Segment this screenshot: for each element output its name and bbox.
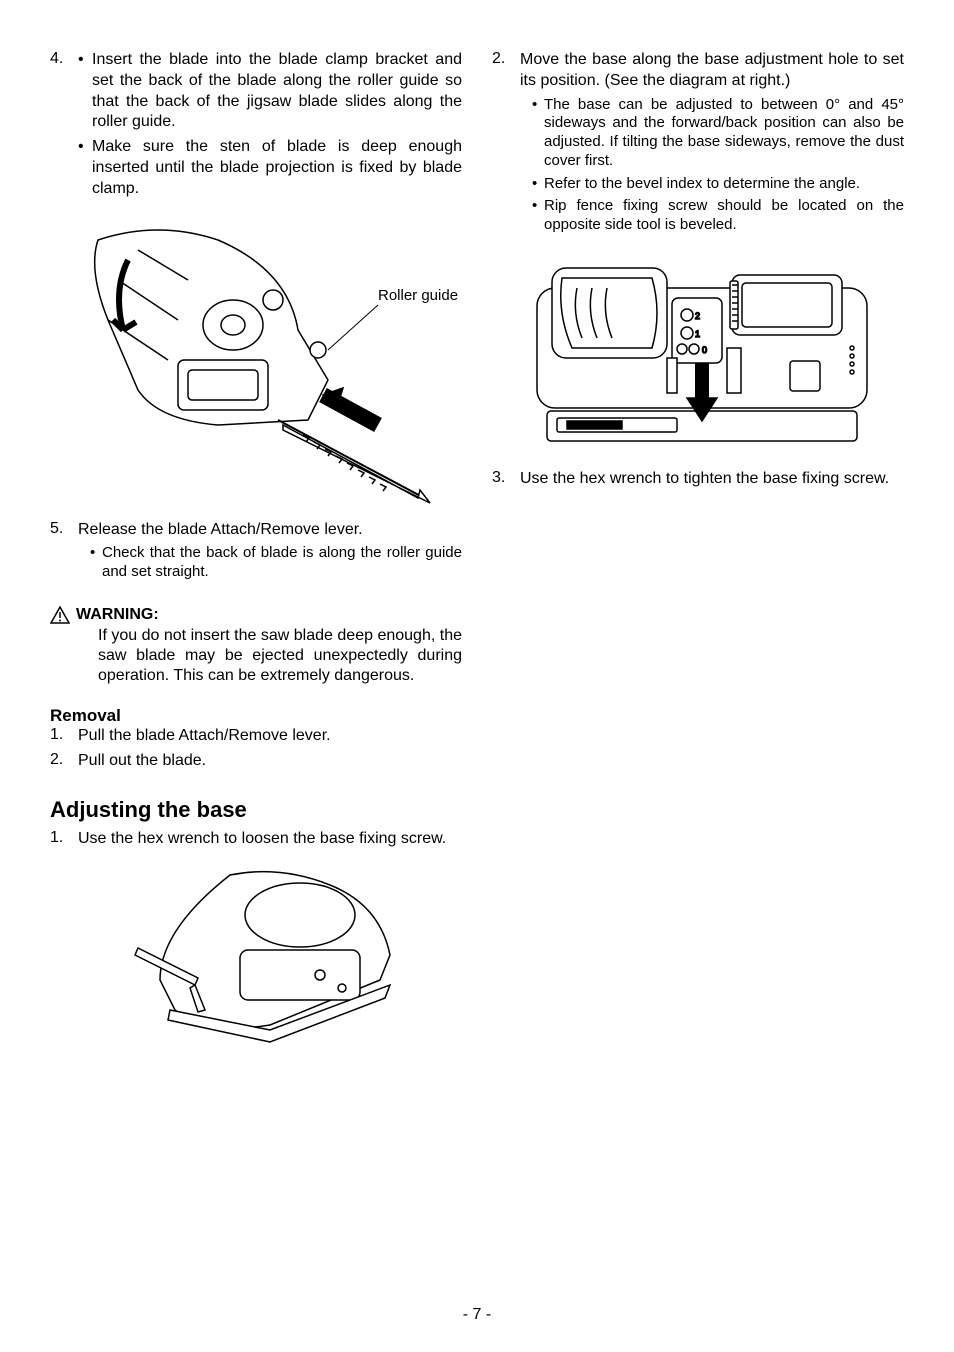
removal-heading: Removal bbox=[50, 706, 462, 726]
right-step-2: 2. Move the base along the base adjustme… bbox=[492, 50, 904, 92]
warning-body: If you do not insert the saw blade deep … bbox=[50, 626, 462, 686]
bullet-marker: • bbox=[90, 544, 102, 582]
figure-roller-guide: Roller guide bbox=[78, 210, 462, 510]
adjusting-base-heading: Adjusting the base bbox=[50, 797, 462, 823]
step-5-num: 5. bbox=[50, 520, 78, 541]
svg-text:1: 1 bbox=[695, 329, 700, 339]
step-4-num: 4. bbox=[50, 50, 78, 200]
page-number: - 7 - bbox=[0, 1306, 954, 1324]
adjust-step-1: 1. Use the hex wrench to loosen the base… bbox=[50, 829, 462, 850]
step-5: 5. Release the blade Attach/Remove lever… bbox=[50, 520, 462, 541]
warning-heading: WARNING: bbox=[50, 606, 462, 624]
removal-step-2: 2. Pull out the blade. bbox=[50, 751, 462, 772]
right-step-2-sub-3: • Rip fence fixing screw should be locat… bbox=[492, 197, 904, 235]
warning-icon bbox=[50, 606, 70, 624]
step-5-sub-1: • Check that the back of blade is along … bbox=[50, 544, 462, 582]
svg-text:2: 2 bbox=[695, 311, 700, 321]
step-4-bullet-1: Insert the blade into the blade clamp br… bbox=[92, 50, 462, 133]
figure-label-roller-guide: Roller guide bbox=[378, 287, 458, 304]
bullet-marker: • bbox=[78, 50, 92, 133]
right-step-3: 3. Use the hex wrench to tighten the bas… bbox=[492, 469, 904, 490]
svg-text:0: 0 bbox=[702, 345, 707, 355]
step-5-text: Release the blade Attach/Remove lever. bbox=[78, 520, 462, 541]
left-column: 4. • Insert the blade into the blade cla… bbox=[50, 50, 462, 1060]
right-column: 2. Move the base along the base adjustme… bbox=[492, 50, 904, 1060]
removal-step-1: 1. Pull the blade Attach/Remove lever. bbox=[50, 726, 462, 747]
step-4: 4. • Insert the blade into the blade cla… bbox=[50, 50, 462, 200]
figure-base-adjust: 2 1 0 bbox=[532, 253, 904, 453]
right-step-2-sub-1: • The base can be adjusted to between 0°… bbox=[492, 96, 904, 171]
step-4-bullet-2: Make sure the sten of blade is deep enou… bbox=[92, 137, 462, 199]
warning-title: WARNING: bbox=[76, 606, 159, 624]
figure-hex-wrench bbox=[120, 860, 462, 1050]
bullet-marker: • bbox=[78, 137, 92, 199]
right-step-2-sub-2: • Refer to the bevel index to determine … bbox=[492, 175, 904, 194]
